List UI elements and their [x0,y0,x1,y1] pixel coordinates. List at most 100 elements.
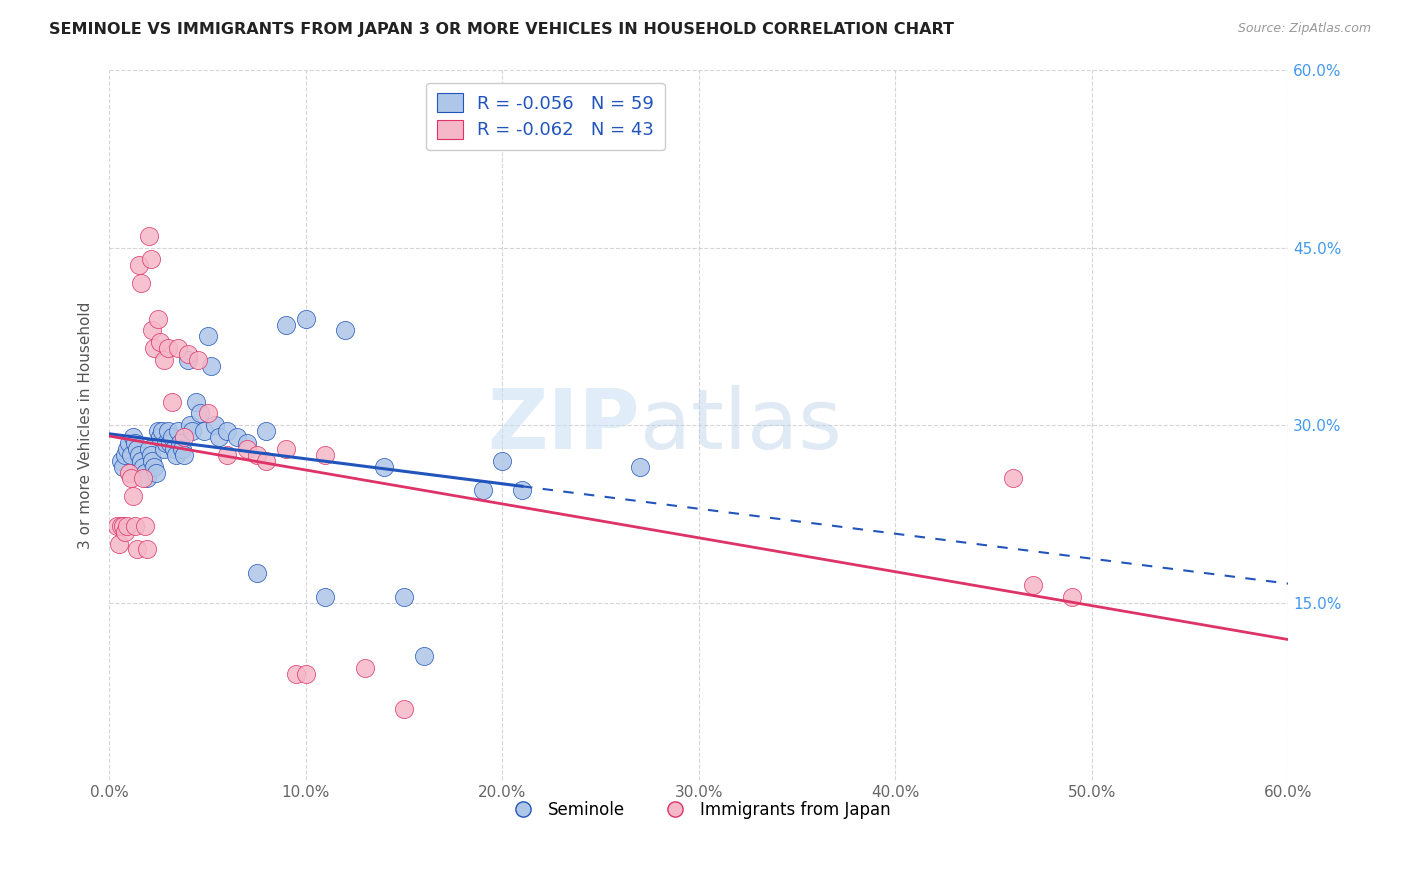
Point [148,311,170,326]
Point [165,448,187,462]
Point [118,466,141,480]
Point [139,252,162,267]
Point [121,430,143,444]
Point [274,442,297,456]
Point [197,406,219,420]
Point [111,459,134,474]
Point [187,353,209,368]
Point [177,353,200,368]
Legend: Seminole, Immigrants from Japan: Seminole, Immigrants from Japan [501,794,897,825]
Point [314,448,336,462]
Point [138,228,160,243]
Point [173,448,195,462]
Point [256,453,278,467]
Point [139,448,162,462]
Point [179,418,201,433]
Point [163,442,186,456]
Point [177,347,200,361]
Point [184,394,207,409]
Point [145,466,167,480]
Point [1002,471,1025,485]
Point [169,436,191,450]
Point [188,406,211,420]
Point [111,518,134,533]
Point [141,323,163,337]
Point [135,471,157,485]
Point [314,590,336,604]
Point [157,341,180,355]
Point [208,430,231,444]
Point [246,566,269,581]
Point [115,518,138,533]
Text: Source: ZipAtlas.com: Source: ZipAtlas.com [1237,22,1371,36]
Point [167,424,190,438]
Point [157,424,180,438]
Point [125,542,148,557]
Point [131,471,153,485]
Point [110,518,132,533]
Point [236,442,259,456]
Text: SEMINOLE VS IMMIGRANTS FROM JAPAN 3 OR MORE VEHICLES IN HOUSEHOLD CORRELATION CH: SEMINOLE VS IMMIGRANTS FROM JAPAN 3 OR M… [49,22,955,37]
Point [246,448,269,462]
Point [412,648,434,663]
Point [294,666,316,681]
Point [153,353,176,368]
Point [120,448,142,462]
Point [129,453,152,467]
Point [173,430,195,444]
Point [149,430,172,444]
Point [256,424,278,438]
Point [114,524,136,539]
Point [284,666,307,681]
Point [1062,590,1084,604]
Point [138,442,160,456]
Point [180,424,202,438]
Point [114,448,136,462]
Point [160,430,183,444]
Point [155,436,177,450]
Point [160,394,183,409]
Point [226,430,249,444]
Point [373,459,395,474]
Point [115,442,138,456]
Point [274,318,297,332]
Point [159,436,181,450]
Point [153,442,176,456]
Point [131,459,153,474]
Point [148,424,170,438]
Point [217,424,239,438]
Point [105,518,128,533]
Y-axis label: 3 or more Vehicles in Household: 3 or more Vehicles in Household [79,301,93,549]
Point [125,442,148,456]
Text: atlas: atlas [640,384,842,466]
Point [134,518,156,533]
Text: ZIP: ZIP [488,384,640,466]
Point [392,590,415,604]
Point [193,424,215,438]
Point [510,483,533,498]
Point [143,459,166,474]
Point [197,329,219,343]
Point [124,436,146,450]
Point [124,518,146,533]
Point [204,418,226,433]
Point [167,341,190,355]
Point [353,661,375,675]
Point [294,311,316,326]
Point [200,359,222,373]
Point [141,453,163,467]
Point [143,341,166,355]
Point [392,702,415,716]
Point [110,453,132,467]
Point [129,276,152,290]
Point [491,453,513,467]
Point [628,459,651,474]
Point [120,471,142,485]
Point [135,542,157,557]
Point [1022,578,1045,592]
Point [471,483,494,498]
Point [149,335,172,350]
Point [128,448,150,462]
Point [236,436,259,450]
Point [128,259,150,273]
